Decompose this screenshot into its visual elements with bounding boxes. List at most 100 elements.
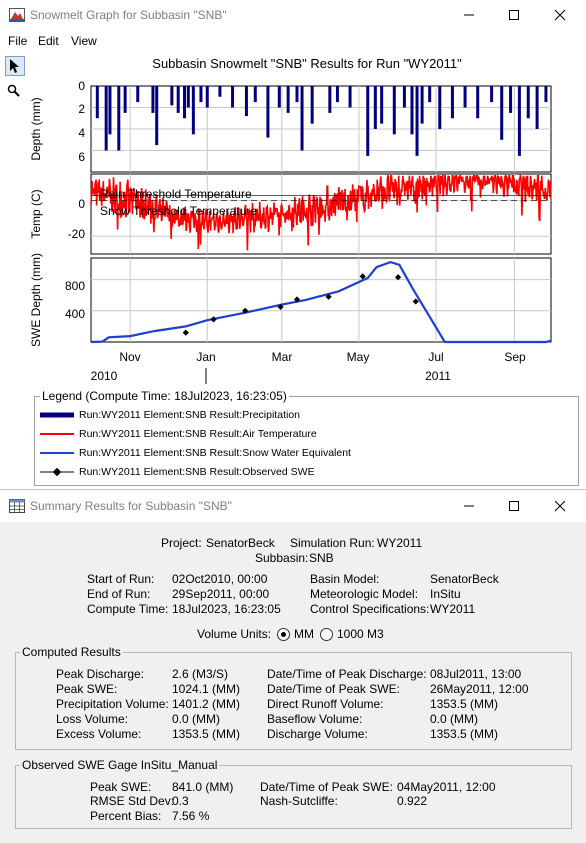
computed-results-title: Computed Results: [20, 645, 123, 659]
close-button[interactable]: [546, 4, 576, 26]
rmse-label: RMSE Std Dev:: [90, 794, 175, 808]
menu-edit[interactable]: Edit: [38, 34, 59, 48]
precip-bar: [95, 86, 99, 119]
units-mm-radio[interactable]: [277, 628, 290, 641]
precip-volume-label: Precipitation Volume:: [56, 697, 169, 711]
precip-bar: [183, 86, 187, 119]
minimize-button[interactable]: [455, 495, 485, 517]
precip-bar: [348, 86, 352, 108]
observed-swe-marker: [293, 296, 301, 303]
dt-peak-swe-label: Date/Time of Peak SWE:: [267, 682, 400, 696]
close-icon: [554, 500, 566, 512]
maximize-button[interactable]: [500, 495, 530, 517]
precip-volume-value: 1401.2 (MM): [172, 697, 241, 711]
precip-bar: [300, 86, 304, 151]
dt-peak-swe-value: 26May2011, 12:00: [430, 682, 529, 696]
start-of-run-label: Start of Run:: [87, 572, 155, 586]
precip-bar: [463, 86, 467, 108]
x-tick-mar: Mar: [272, 350, 293, 364]
temp-swatch: [40, 433, 74, 435]
direct-runoff-label: Direct Runoff Volume:: [267, 697, 384, 711]
temp-tick-0: 0: [78, 197, 85, 211]
precip-bar: [191, 86, 195, 135]
precip-tick-2: 2: [78, 102, 85, 116]
precip-bar: [123, 86, 127, 113]
control-spec-label: Control Specifications:: [310, 602, 430, 616]
zoom-tool[interactable]: [5, 83, 23, 101]
loss-volume-label: Loss Volume:: [56, 712, 129, 726]
end-of-run-value: 29Sep2011, 00:00: [172, 587, 270, 601]
summary-results-window: Summary Results for Subbasin "SNB" Proje…: [0, 491, 586, 843]
baseflow-volume-label: Baseflow Volume:: [267, 712, 363, 726]
x-year-2010: 2010: [91, 369, 118, 383]
percent-bias-label: Percent Bias:: [90, 809, 162, 823]
x-tick-jul: Jul: [428, 350, 443, 364]
precip-tick-4: 4: [78, 126, 85, 140]
precip-bar: [266, 86, 270, 138]
rmse-value: 0.3: [172, 794, 189, 808]
observed-swe-group: [15, 765, 572, 829]
legend-label: Run:WY2011 Element:SNB Result:Observed S…: [79, 466, 315, 478]
swe-tick-800: 800: [65, 279, 85, 293]
precip-bar: [476, 86, 480, 119]
legend-label: Run:WY2011 Element:SNB Result:Precipitat…: [79, 409, 300, 421]
maximize-button[interactable]: [500, 4, 530, 26]
hms-app-icon: [9, 8, 25, 22]
legend-item-observed-swe: Run:WY2011 Element:SNB Result:Observed S…: [40, 465, 440, 479]
menu-view[interactable]: View: [71, 34, 97, 48]
temp-y-label: Temp (C): [29, 189, 43, 238]
precip-bar: [380, 86, 384, 124]
radio-selected-dot: [281, 632, 286, 637]
summary-window-title: Summary Results for Subbasin "SNB": [30, 499, 232, 513]
precip-bar: [151, 86, 155, 113]
peak-swe-label: Peak SWE:: [56, 682, 118, 696]
precip-panel: Depth (mm) 0 2 4 6: [29, 79, 552, 173]
simulation-run-value: WY2011: [377, 536, 423, 550]
precip-swatch: [40, 412, 74, 418]
menu-file[interactable]: File: [8, 34, 28, 48]
discharge-volume-value: 1353.5 (MM): [430, 727, 499, 741]
precip-bar: [244, 86, 248, 117]
excess-volume-label: Excess Volume:: [56, 727, 142, 741]
observed-swatch: [40, 467, 74, 477]
precip-bar: [155, 86, 159, 146]
nash-sutcliffe-value: 0.922: [397, 794, 428, 808]
legend-title: Legend (Compute Time: 18Jul2023, 16:23:0…: [40, 389, 289, 403]
precip-tick-6: 6: [78, 150, 85, 164]
snowmelt-chart: Subbasin Snowmelt "SNB" Results for Run …: [29, 56, 552, 384]
excess-volume-value: 1353.5 (MM): [172, 727, 241, 741]
legend-item-swe: Run:WY2011 Element:SNB Result:Snow Water…: [40, 446, 440, 460]
minimize-button[interactable]: [455, 4, 485, 26]
basin-model-label: Basin Model:: [310, 572, 380, 586]
chart-title: Subbasin Snowmelt "SNB" Results for Run …: [152, 56, 462, 71]
precip-bar: [108, 86, 112, 135]
units-1000m3-radio[interactable]: [320, 628, 333, 641]
discharge-volume-label: Discharge Volume:: [267, 727, 368, 741]
precip-bar: [544, 86, 548, 103]
close-icon: [554, 9, 566, 21]
compute-time-label: Compute Time:: [87, 602, 169, 616]
precip-bar: [253, 86, 257, 103]
rain-threshold-label: Rain Threshold Temperature: [100, 187, 252, 201]
met-model-label: Meteorologic Model:: [310, 587, 419, 601]
magnifier-icon: [7, 84, 20, 97]
table-icon: [9, 499, 25, 513]
snowmelt-graph-window: Snowmelt Graph for Subbasin "SNB" File E…: [0, 4, 586, 490]
units-1000m3-label[interactable]: 1000 M3: [337, 627, 384, 641]
pointer-tool[interactable]: [5, 56, 25, 76]
precip-bar: [286, 86, 290, 113]
obs-dt-peak-swe-label: Date/Time of Peak SWE:: [260, 780, 393, 794]
units-mm-label[interactable]: MM: [294, 627, 314, 641]
precip-bar: [218, 86, 222, 97]
control-spec-value: WY2011: [430, 602, 476, 616]
precip-bar: [328, 86, 332, 113]
air-temperature-line: [90, 172, 552, 251]
precip-bar: [176, 86, 180, 113]
legend-label: Run:WY2011 Element:SNB Result:Snow Water…: [79, 447, 351, 459]
temperature-panel: Rain Threshold Temperature Snow Threshol…: [29, 172, 552, 255]
close-button[interactable]: [546, 495, 576, 517]
maximize-icon: [509, 501, 519, 511]
precip-bar: [392, 86, 396, 135]
snow-water-equivalent-line: [90, 260, 552, 344]
precip-bar: [117, 86, 121, 151]
